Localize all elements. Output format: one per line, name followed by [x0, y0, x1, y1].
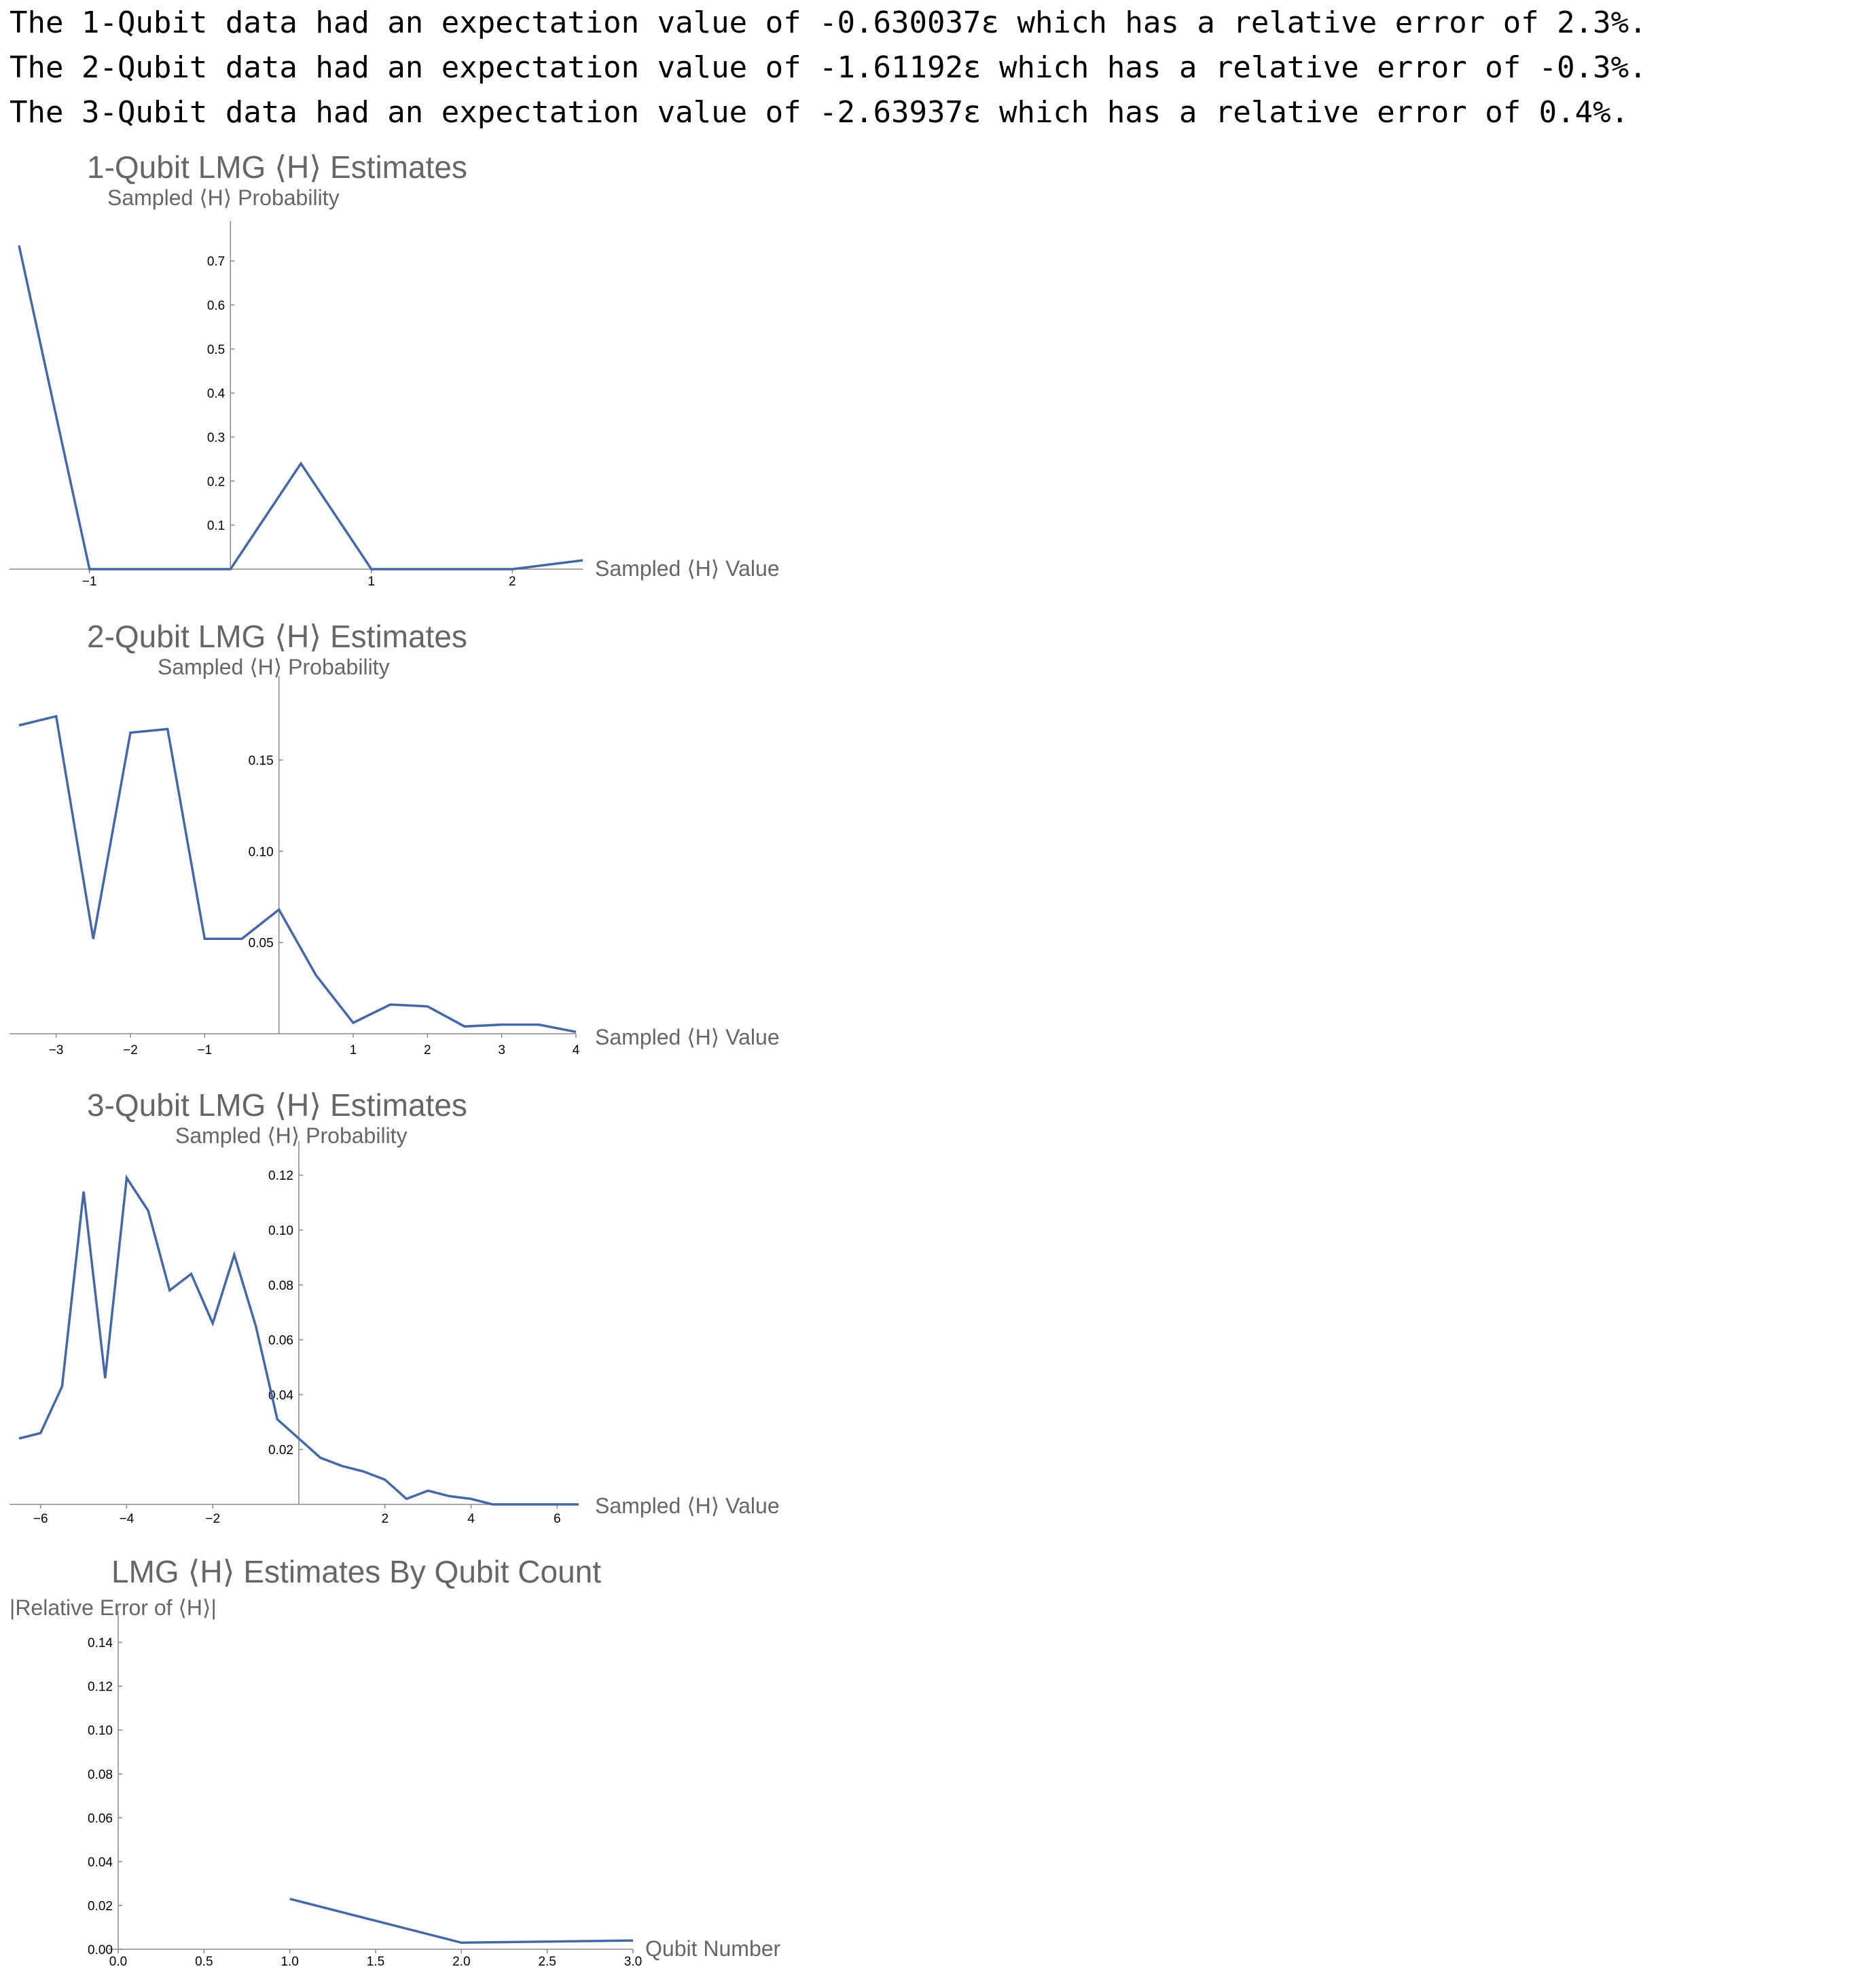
chart1-y-tick-label-5: 0.6: [207, 299, 225, 313]
chart3-x-tick-label-4: 4: [467, 1512, 475, 1526]
chart3-y-axis-label: Sampled ⟨H⟩ Probability: [175, 1123, 408, 1148]
chart4-x-tick-label-5: 2.5: [538, 1955, 556, 1969]
chart4-series-line: [289, 1898, 634, 1945]
chart2-series-line: [18, 715, 577, 1034]
chart4-title: LMG ⟨H⟩ Estimates By Qubit Count: [111, 1554, 601, 1589]
chart2-x-tick-label-4: 2: [424, 1043, 431, 1057]
chart1-x-tick-label-2: 2: [509, 575, 516, 589]
chart4-x-axis-label: Qubit Number: [645, 1936, 781, 1961]
chart3-y-tick-label-1: 0.04: [268, 1388, 293, 1403]
chart4-y-tick-label-7: 0.14: [88, 1636, 113, 1650]
chart3-y-tick-label-5: 0.12: [268, 1169, 293, 1183]
chart1-y-tick-label-0: 0.1: [207, 519, 225, 533]
chart1-y-tick-label-3: 0.4: [207, 387, 226, 401]
chart3-title: 3-Qubit LMG ⟨H⟩ Estimates: [87, 1087, 467, 1123]
chart1-x-tick-label-1: 1: [367, 575, 375, 589]
chart3-x-tick-label-5: 6: [554, 1512, 561, 1526]
chart3-x-tick-label-2: −2: [205, 1512, 220, 1526]
chart4-y-tick-label-5: 0.10: [88, 1724, 113, 1738]
chart2-title: 2-Qubit LMG ⟨H⟩ Estimates: [87, 619, 467, 654]
chart1-title: 1-Qubit LMG ⟨H⟩ Estimates: [87, 149, 467, 185]
chart3-y-tick-label-4: 0.10: [268, 1224, 293, 1238]
chart1-x-axis-label: Sampled ⟨H⟩ Value: [595, 556, 780, 581]
chart1-y-tick-label-2: 0.3: [207, 431, 225, 446]
chart3-series-line: [18, 1174, 579, 1506]
output-line-3: The 3-Qubit data had an expectation valu…: [10, 95, 1629, 130]
chart4-x-tick-label-6: 3.0: [624, 1955, 642, 1969]
chart1-y-axis-label: Sampled ⟨H⟩ Probability: [107, 185, 340, 210]
output-line-1: The 1-Qubit data had an expectation valu…: [10, 5, 1647, 40]
chart2-x-axis-label: Sampled ⟨H⟩ Value: [595, 1025, 780, 1049]
chart3-y-tick-label-0: 0.02: [268, 1443, 293, 1458]
chart2-x-tick-label-5: 3: [498, 1043, 505, 1057]
chart2-y-tick-label-0: 0.05: [249, 937, 274, 951]
chart3-y-tick-label-2: 0.06: [268, 1334, 293, 1348]
chart2-x-tick-label-0: −3: [49, 1043, 64, 1057]
chart4-x-tick-label-2: 1.0: [281, 1955, 298, 1969]
chart4-y-tick-label-3: 0.06: [88, 1811, 113, 1826]
chart4-x-tick-label-4: 2.0: [452, 1955, 470, 1969]
chart3-y-tick-label-3: 0.08: [268, 1279, 293, 1293]
chart2-x-tick-label-3: 1: [350, 1043, 357, 1057]
chart4-y-tick-label-4: 0.08: [88, 1768, 113, 1782]
chart3-x-tick-label-1: −4: [120, 1512, 134, 1526]
chart1-y-tick-label-6: 0.7: [207, 255, 225, 269]
chart4-y-tick-label-2: 0.04: [88, 1856, 113, 1870]
chart3-x-tick-label-3: 2: [381, 1512, 389, 1526]
chart2-x-tick-label-1: −2: [123, 1043, 138, 1057]
chart2-y-tick-label-1: 0.10: [249, 845, 274, 859]
chart2-x-tick-label-2: −1: [197, 1043, 212, 1057]
chart2-y-tick-label-2: 0.15: [249, 754, 274, 768]
chart3-x-tick-label-0: −6: [33, 1512, 48, 1526]
chart2-y-axis-label: Sampled ⟨H⟩ Probability: [158, 655, 390, 679]
chart1-y-tick-label-4: 0.5: [207, 343, 225, 357]
chart4-x-tick-label-0: 0.0: [109, 1955, 127, 1969]
chart1-y-tick-label-1: 0.2: [207, 475, 225, 489]
chart4-y-axis-label: |Relative Error of ⟨H⟩|: [10, 1595, 217, 1620]
chart4-y-tick-label-1: 0.02: [88, 1899, 113, 1913]
chart1-series-line: [18, 245, 583, 571]
output-line-2: The 2-Qubit data had an expectation valu…: [10, 50, 1647, 85]
chart4-x-tick-label-3: 1.5: [367, 1955, 384, 1969]
chart4-y-tick-label-0: 0.00: [88, 1943, 113, 1957]
chart2-x-tick-label-6: 4: [573, 1043, 580, 1057]
chart1-x-tick-label-0: −1: [82, 575, 97, 589]
chart3-x-axis-label: Sampled ⟨H⟩ Value: [595, 1494, 780, 1518]
chart4-y-tick-label-6: 0.12: [88, 1680, 113, 1695]
chart4-x-tick-label-1: 0.5: [195, 1955, 213, 1969]
